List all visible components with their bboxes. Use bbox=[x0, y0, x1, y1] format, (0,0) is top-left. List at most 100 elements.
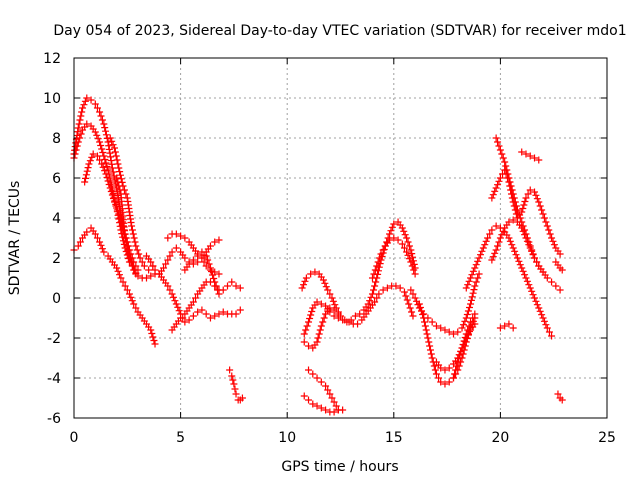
data-point bbox=[558, 266, 566, 274]
data-point bbox=[468, 293, 476, 301]
data-point bbox=[520, 201, 528, 209]
data-point bbox=[535, 156, 543, 164]
data-point bbox=[498, 231, 506, 239]
data-point bbox=[148, 330, 156, 337]
data-point bbox=[495, 238, 503, 246]
data-point bbox=[106, 184, 114, 192]
data-point bbox=[138, 258, 146, 266]
data-point bbox=[334, 310, 342, 318]
data-point bbox=[532, 191, 540, 199]
data-point bbox=[151, 266, 159, 274]
data-point bbox=[373, 262, 381, 270]
data-point bbox=[305, 396, 313, 404]
data-point bbox=[206, 314, 214, 322]
data-point bbox=[170, 323, 178, 331]
data-point bbox=[145, 266, 153, 274]
data-point bbox=[104, 166, 112, 174]
data-point bbox=[206, 264, 214, 272]
data-point bbox=[215, 270, 223, 278]
data-point bbox=[554, 390, 562, 398]
data-point bbox=[488, 194, 496, 202]
data-point bbox=[402, 292, 410, 300]
data-point bbox=[172, 300, 180, 308]
data-point bbox=[98, 160, 106, 168]
data-point bbox=[545, 226, 553, 234]
data-point bbox=[211, 278, 219, 286]
data-point bbox=[374, 267, 382, 275]
data-point bbox=[140, 317, 148, 325]
data-point bbox=[172, 230, 180, 238]
data-point bbox=[224, 282, 232, 290]
data-point bbox=[183, 307, 191, 315]
data-point bbox=[512, 251, 520, 259]
data-point bbox=[469, 314, 477, 322]
data-point bbox=[519, 205, 527, 212]
data-point bbox=[435, 374, 443, 382]
data-point bbox=[351, 312, 359, 320]
data-point bbox=[83, 167, 91, 175]
data-point bbox=[486, 230, 494, 238]
data-point bbox=[494, 181, 502, 189]
data-point bbox=[543, 324, 551, 332]
data-point bbox=[494, 138, 502, 146]
y-tick-label: 4 bbox=[52, 211, 61, 227]
data-point bbox=[428, 318, 436, 326]
data-point bbox=[518, 264, 526, 272]
data-point bbox=[537, 265, 545, 273]
data-point bbox=[531, 154, 539, 162]
data-point bbox=[109, 141, 117, 149]
data-point bbox=[204, 245, 212, 253]
data-point bbox=[400, 227, 408, 235]
data-point bbox=[232, 310, 240, 318]
data-point bbox=[321, 279, 329, 287]
data-point bbox=[522, 194, 530, 202]
data-point bbox=[495, 177, 503, 185]
data-point bbox=[419, 311, 427, 318]
y-tick-label: -6 bbox=[47, 411, 61, 427]
data-point bbox=[507, 182, 515, 190]
data-point bbox=[305, 366, 313, 374]
y-tick-label: 2 bbox=[52, 251, 61, 267]
data-point bbox=[531, 294, 539, 302]
data-point bbox=[468, 271, 476, 279]
data-point bbox=[157, 267, 165, 275]
data-point bbox=[127, 293, 135, 301]
data-point bbox=[467, 296, 475, 304]
data-point bbox=[105, 181, 113, 188]
data-point bbox=[548, 278, 556, 286]
data-point bbox=[513, 206, 521, 214]
data-point bbox=[305, 342, 313, 350]
data-point bbox=[107, 153, 115, 161]
data-point bbox=[330, 312, 338, 320]
data-point bbox=[469, 267, 477, 275]
data-point bbox=[372, 278, 380, 286]
series-track-aa bbox=[496, 320, 517, 332]
data-point bbox=[128, 262, 136, 270]
data-point bbox=[441, 326, 449, 334]
data-point bbox=[99, 149, 107, 156]
data-point bbox=[97, 112, 105, 120]
data-point bbox=[324, 307, 332, 315]
data-point bbox=[374, 258, 382, 266]
data-point bbox=[403, 234, 411, 242]
data-point bbox=[326, 390, 334, 398]
data-point bbox=[100, 248, 108, 256]
data-point bbox=[331, 301, 339, 309]
data-point bbox=[211, 238, 219, 246]
data-point bbox=[104, 177, 112, 185]
data-point bbox=[117, 274, 125, 282]
data-point bbox=[311, 268, 319, 276]
data-point bbox=[496, 324, 504, 332]
chart-title: Day 054 of 2023, Sidereal Day-to-day VTE… bbox=[53, 23, 626, 39]
data-point bbox=[356, 310, 364, 318]
data-point bbox=[504, 170, 512, 178]
data-point bbox=[509, 190, 517, 198]
data-point bbox=[106, 149, 114, 157]
data-point bbox=[105, 142, 113, 150]
data-point bbox=[147, 272, 155, 280]
data-point bbox=[426, 346, 434, 354]
data-point bbox=[525, 281, 533, 289]
data-point bbox=[543, 222, 551, 230]
data-point bbox=[300, 281, 308, 289]
data-point bbox=[478, 247, 486, 255]
